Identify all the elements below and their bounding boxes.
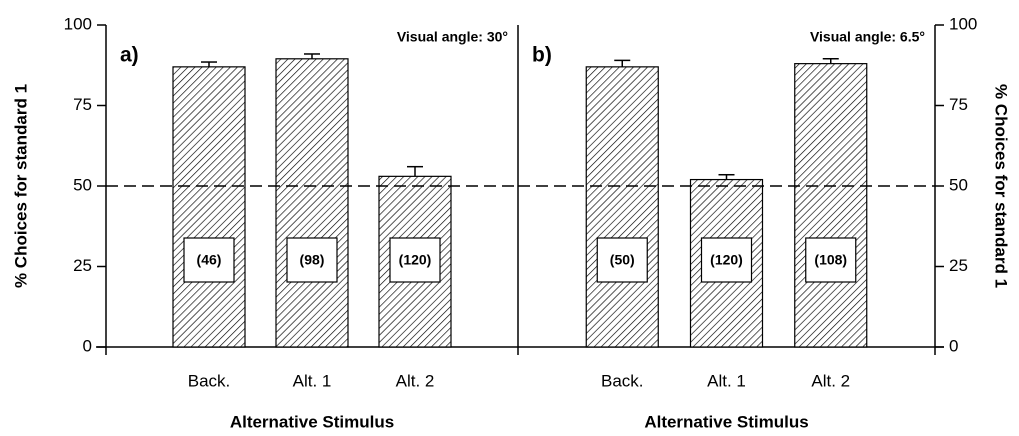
sample-size-box <box>286 237 338 283</box>
sample-size-box <box>596 237 648 283</box>
panel-label: b) <box>532 44 552 67</box>
sample-size: (120) <box>710 252 743 268</box>
x-axis-label: Alternative Stimulus <box>230 412 394 431</box>
sample-size: (50) <box>610 252 635 268</box>
sample-size-box <box>183 237 235 283</box>
x-tick-label: Alt. 1 <box>707 371 746 390</box>
y-tick-label: 25 <box>73 256 92 275</box>
y-tick-label: 75 <box>73 95 92 114</box>
y-tick-label: 0 <box>949 336 958 355</box>
sample-size: (46) <box>197 252 222 268</box>
sample-size-box <box>805 237 857 283</box>
x-tick-label: Alt. 2 <box>811 371 850 390</box>
y-tick-label: 75 <box>949 95 968 114</box>
y-tick-label: 25 <box>949 256 968 275</box>
sample-size-box <box>700 237 753 283</box>
bar <box>172 66 246 348</box>
sample-size: (98) <box>300 252 325 268</box>
sample-size: (120) <box>399 252 432 268</box>
x-tick-label: Back. <box>601 371 644 390</box>
x-tick-label: Alt. 2 <box>396 371 435 390</box>
annotation: Visual angle: 30° <box>397 29 508 45</box>
annotation: Visual angle: 6.5° <box>810 29 925 45</box>
y-axis-label: % Choices for standard 1 <box>11 84 30 288</box>
y-tick-label: 50 <box>949 175 968 194</box>
y-axis-label: % Choices for standard 1 <box>992 84 1011 288</box>
x-tick-label: Alt. 1 <box>293 371 332 390</box>
y-tick-label: 50 <box>73 175 92 194</box>
bar <box>275 58 349 348</box>
sample-size-box <box>389 237 441 283</box>
y-tick-label: 100 <box>949 14 977 33</box>
y-tick-label: 0 <box>83 336 92 355</box>
x-axis-label: Alternative Stimulus <box>644 412 808 431</box>
x-tick-label: Back. <box>188 371 231 390</box>
panel-label: a) <box>120 44 139 67</box>
bar <box>794 63 868 348</box>
bar <box>585 66 659 348</box>
y-tick-label: 100 <box>64 14 92 33</box>
sample-size: (108) <box>814 252 847 268</box>
